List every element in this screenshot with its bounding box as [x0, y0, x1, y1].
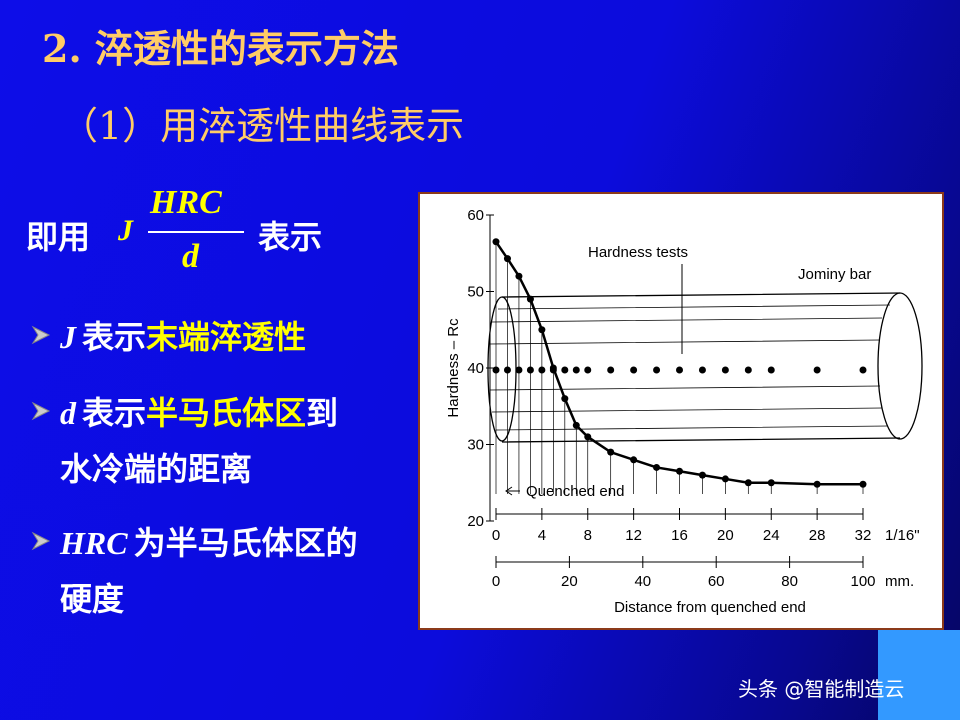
bullet-term: d [60, 395, 76, 431]
jominy-bar [487, 264, 923, 443]
bullet-arrow [31, 401, 51, 421]
test-point [744, 366, 752, 374]
x-tick-label: 8 [584, 527, 592, 544]
jominy-chart: 20 30 40 50 60 Hardness – Rc 0 4 8 12 16 20 24 28 32 1/… [445, 207, 923, 616]
data-point [572, 421, 580, 429]
test-point [572, 366, 580, 374]
figure: 20 30 40 50 60 Hardness – Rc 0 4 8 12 16 20 24 28 32 1/… [418, 192, 944, 630]
test-point [561, 366, 569, 374]
x2-tick-label: 0 [492, 573, 500, 590]
test-point [767, 366, 775, 374]
bullet-text: 表示 [82, 318, 147, 356]
bullet-line: d 表示半马氏体区到 [60, 388, 338, 434]
x-tick-label: 28 [809, 527, 826, 544]
data-point [607, 448, 615, 456]
x-tick-label: 4 [538, 527, 546, 544]
test-point [503, 366, 511, 374]
test-point [813, 366, 821, 374]
data-point [813, 480, 821, 488]
x2-unit: mm. [885, 573, 914, 590]
bullet-highlight: 末端淬透性 [146, 318, 307, 356]
x-tick-label: 12 [625, 527, 642, 544]
bullet-line: HRC 为半马氏体区的 [60, 518, 358, 564]
y-tick-label: 40 [467, 360, 484, 377]
data-point [653, 463, 661, 471]
y-tick-label: 60 [467, 207, 484, 224]
data-point [698, 471, 706, 479]
x2-tick-label: 60 [708, 573, 725, 590]
title: 2. 淬透性的表示方法 [42, 26, 399, 71]
annotation: Hardness tests [588, 244, 688, 261]
formula-prefix: 即用 [26, 218, 91, 256]
test-point [492, 366, 500, 374]
x-tick-label: 32 [855, 527, 872, 544]
test-point [653, 366, 661, 374]
x2-tick-label: 80 [781, 573, 798, 590]
x-tick-label: 0 [492, 527, 500, 544]
formula-numerator: HRC [150, 184, 222, 221]
annotation-arrow [505, 486, 520, 496]
subtitle: （1）用淬透性曲线表示 [60, 104, 465, 148]
test-point [526, 366, 534, 374]
test-point [607, 366, 615, 374]
bullet-text: 表示 [82, 394, 147, 432]
x-unit: 1/16" [885, 527, 920, 544]
test-point [721, 366, 729, 374]
x2-tick-label: 100 [850, 573, 875, 590]
y-axis-label: Hardness – Rc [445, 318, 462, 418]
bullet-term: J [60, 319, 76, 355]
data-point [676, 467, 683, 475]
y-tick-label: 20 [467, 513, 484, 530]
formula-denominator: d [182, 238, 199, 275]
bullet-continuation: 硬度 [60, 580, 125, 618]
bullet-arrow [31, 325, 51, 345]
data-point [859, 480, 867, 488]
bullet-text: 为半马氏体区的 [133, 524, 358, 562]
bullet-continuation: 水冷端的距离 [60, 450, 253, 488]
formula-symbol: J [118, 214, 133, 247]
x-tick-label: 16 [671, 527, 688, 544]
annotation: Quenched end [526, 483, 624, 500]
x-tick-label: 20 [717, 527, 734, 544]
x-tick-label: 24 [763, 527, 780, 544]
data-point [744, 479, 752, 487]
test-point [859, 366, 867, 374]
data-point [503, 255, 511, 263]
bullet-term: HRC [60, 525, 128, 561]
bullet-highlight: 半马氏体区 [146, 394, 307, 432]
data-point [630, 456, 638, 464]
x2-tick-label: 40 [634, 573, 651, 590]
data-point [515, 272, 523, 280]
annotation: Jominy bar [798, 266, 871, 283]
data-point [549, 364, 557, 372]
fraction-bar [148, 231, 244, 233]
data-point [538, 326, 546, 334]
x2-tick-label: 20 [561, 573, 578, 590]
y-tick-label: 50 [467, 284, 484, 301]
data-point [561, 395, 569, 403]
bullet-text: 到 [306, 394, 339, 432]
test-point [698, 366, 706, 374]
test-point [584, 366, 592, 374]
data-point [526, 295, 534, 303]
test-point [676, 366, 683, 374]
corner-block [878, 630, 960, 720]
test-point [515, 366, 523, 374]
data-point [721, 475, 729, 483]
data-point [767, 479, 775, 487]
y-tick-label: 30 [467, 437, 484, 454]
test-point [630, 366, 638, 374]
data-point [492, 238, 500, 246]
x-axis-label: Distance from quenched end [614, 599, 806, 616]
watermark: 头条 @智能制造云 [738, 677, 905, 701]
formula-suffix: 表示 [258, 218, 323, 256]
test-point [538, 366, 546, 374]
data-point [584, 433, 592, 441]
bullet-line: J 表示末端淬透性 [60, 312, 306, 358]
bullet-arrow [31, 531, 51, 551]
